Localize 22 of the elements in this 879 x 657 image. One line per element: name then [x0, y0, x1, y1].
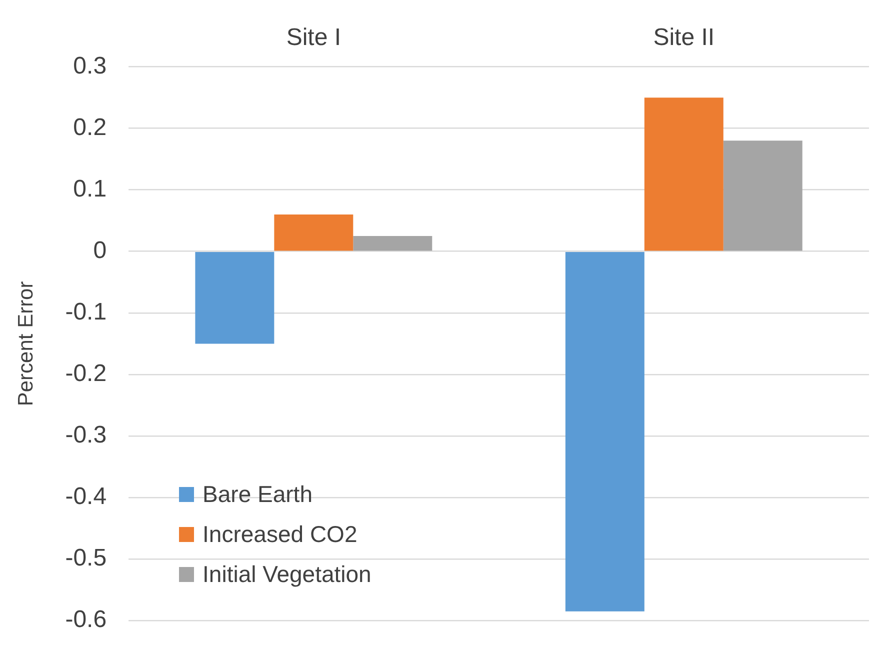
bar — [274, 214, 354, 251]
x-tick-label: Site II — [653, 24, 715, 52]
y-axis-title: Percent Error — [14, 281, 38, 406]
bar — [644, 98, 724, 251]
y-tick-label: 0.1 — [73, 175, 107, 202]
y-tick-label: -0.6 — [65, 606, 107, 634]
legend-label: Increased CO2 — [202, 520, 358, 548]
y-tick-label: -0.1 — [65, 298, 107, 326]
bar — [353, 236, 432, 251]
x-tick-label: Site I — [286, 24, 342, 52]
y-tick-label: -0.5 — [65, 544, 107, 572]
legend-label: Initial Vegetation — [202, 560, 372, 588]
y-tick-label: 0.2 — [73, 114, 107, 141]
y-tick-label: 0.3 — [73, 52, 107, 80]
bar — [195, 252, 274, 344]
y-tick-label: 0 — [93, 237, 107, 264]
y-tick-label: -0.3 — [65, 422, 107, 449]
y-tick-label: -0.4 — [65, 483, 107, 510]
bar — [565, 252, 644, 612]
legend-label: Bare Earth — [202, 480, 312, 508]
bar — [723, 140, 802, 251]
y-tick-label: -0.2 — [65, 360, 107, 388]
